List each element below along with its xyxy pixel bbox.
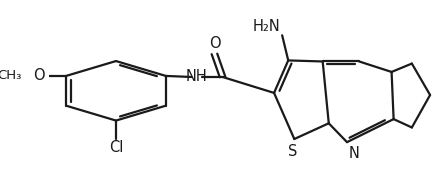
Text: S: S — [287, 144, 297, 159]
Text: CH₃: CH₃ — [0, 69, 21, 82]
Text: NH: NH — [186, 70, 207, 85]
Text: H₂N: H₂N — [253, 19, 280, 34]
Text: N: N — [349, 146, 360, 161]
Text: O: O — [209, 36, 220, 51]
Text: O: O — [33, 68, 44, 83]
Text: Cl: Cl — [109, 140, 123, 155]
